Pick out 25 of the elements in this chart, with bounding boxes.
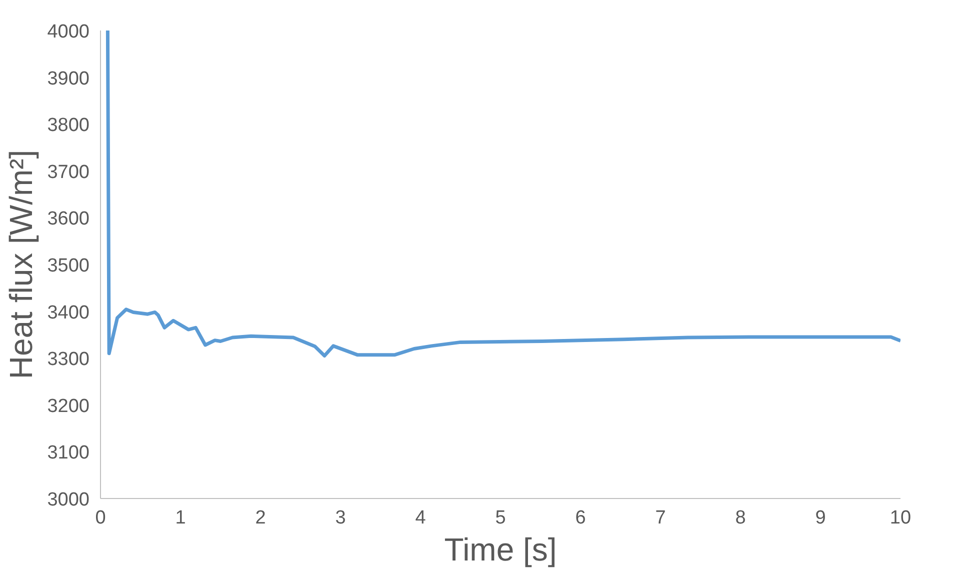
y-tick-label: 3500 [47,256,90,276]
x-tick-label: 1 [175,508,186,528]
y-tick-label: 3700 [47,162,90,183]
y-tick-label: 3900 [47,68,90,90]
x-tick-label: 10 [890,508,912,528]
x-tick-label: 0 [95,508,106,528]
x-axis-title: Time [s] [444,532,557,568]
y-axis-title: Heat flux [W/m²] [3,150,40,380]
x-tick-label: 7 [655,508,666,528]
x-tick-label: 5 [495,508,506,528]
y-tick-label: 3000 [47,490,90,510]
y-tick-label: 3100 [47,442,90,464]
x-tick-label: 4 [415,508,426,528]
x-tick-label: 3 [335,508,346,528]
y-tick-label: 4000 [47,22,90,42]
x-tick-label: 2 [255,508,266,528]
x-tick-label: 9 [815,508,826,528]
y-tick-label: 3800 [47,115,90,136]
x-tick-label: 6 [575,508,586,528]
line-series [106,30,900,358]
x-tick-label: 8 [735,508,746,528]
y-tick-label: 3400 [47,302,90,324]
y-tick-label: 3300 [47,349,90,370]
y-tick-label: 3200 [47,396,90,417]
y-tick-label: 3600 [47,208,90,230]
